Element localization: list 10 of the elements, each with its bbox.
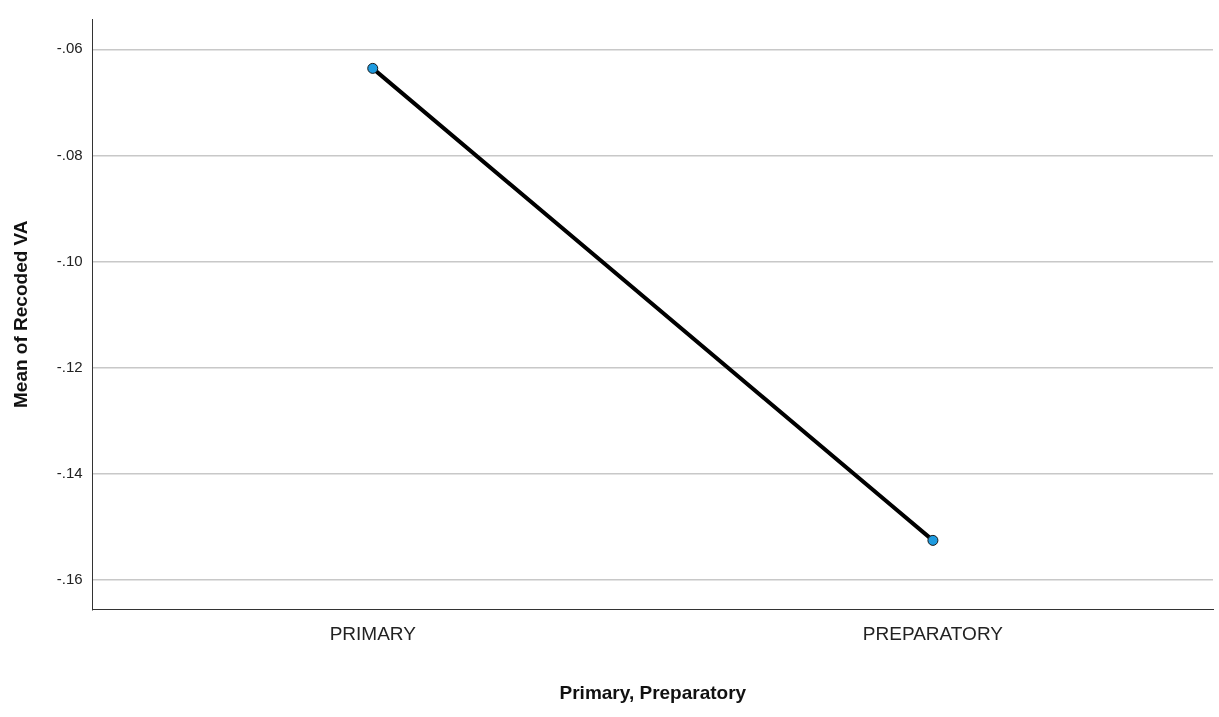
y-axis-title: Mean of Recoded VA [9,220,31,408]
y-tick-label: -.08 [56,145,83,163]
y-tick-label: -.10 [56,251,83,269]
x-tick-label: PREPARATORY [862,623,1004,645]
y-tick-label: -.14 [56,464,83,482]
x-axis-title: Primary, Preparatory [559,681,747,703]
y-tick-label: -.06 [56,39,83,57]
y-tick-label: -.16 [56,570,83,588]
x-tick-label: PRIMARY [329,623,417,645]
y-tick-label: -.12 [56,357,83,375]
